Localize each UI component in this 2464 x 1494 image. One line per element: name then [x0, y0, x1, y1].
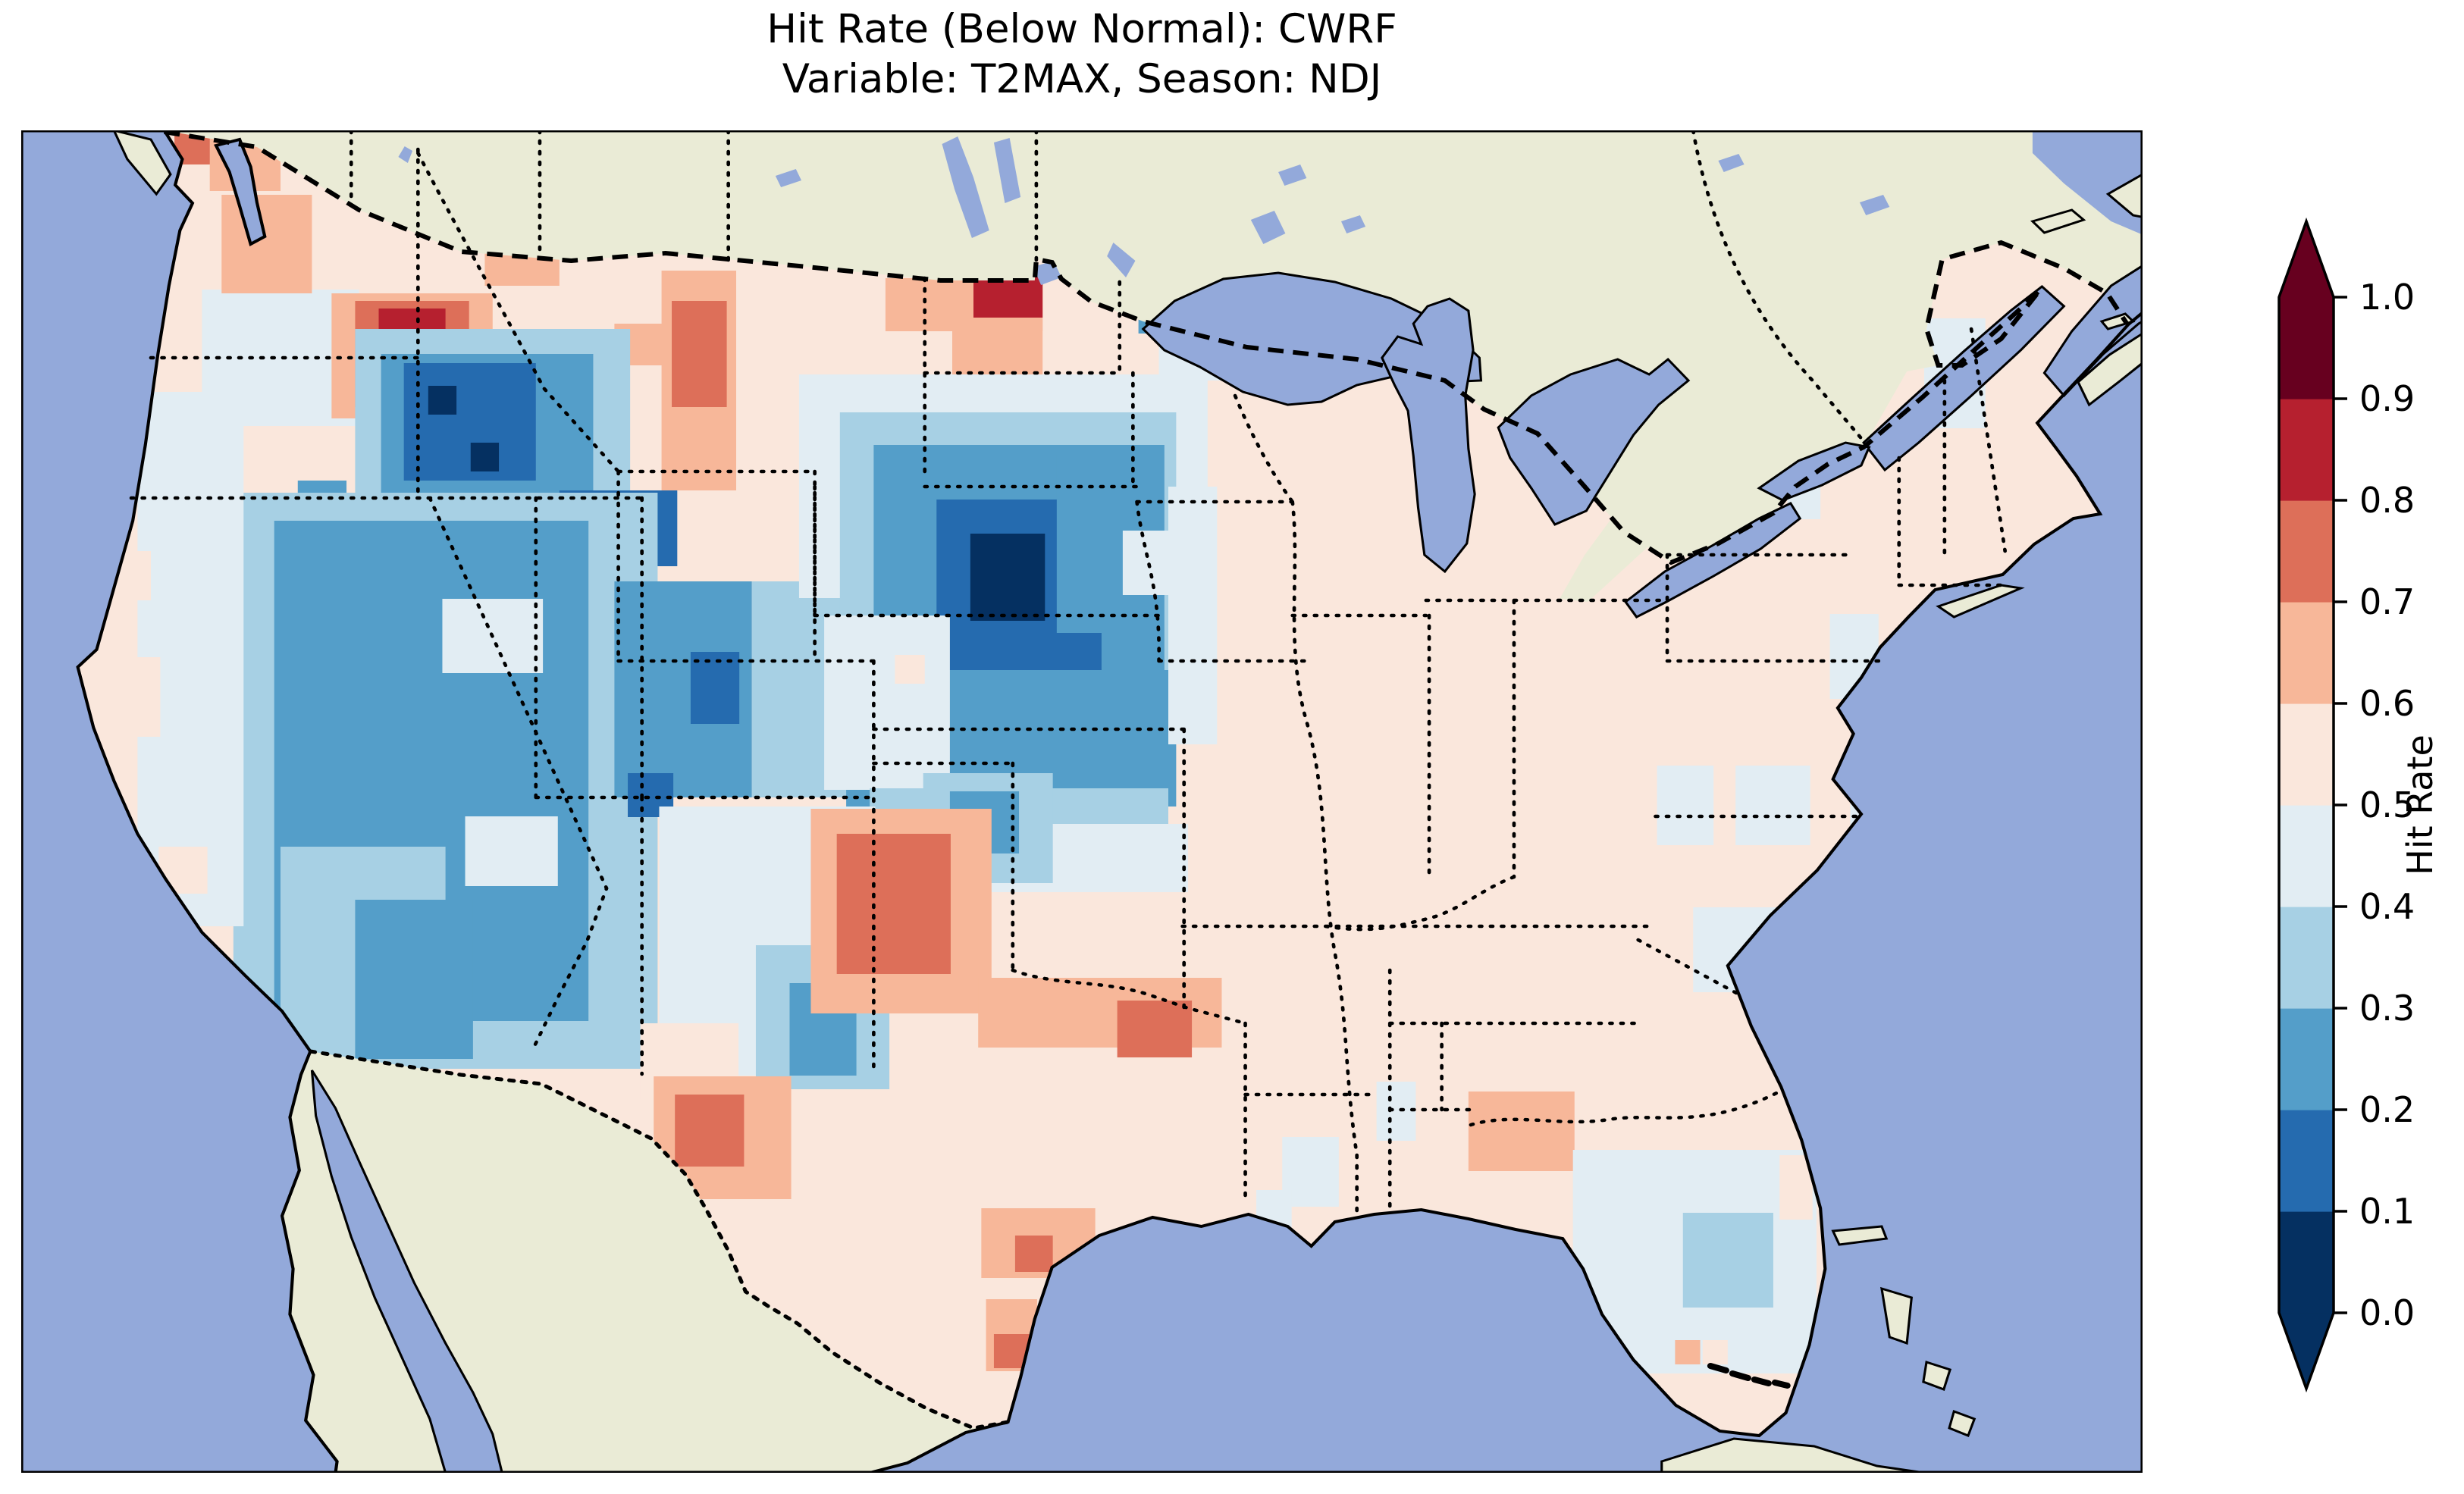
chart-title: Hit Rate (Below Normal): CWRF Variable: … [21, 5, 2143, 105]
hit-rate-patch-79 [1735, 766, 1810, 845]
colorbar-tick-label-0.9: 0.9 [2359, 378, 2415, 419]
colorbar-axis-label: Hit Rate [2400, 734, 2440, 875]
gulf-of-st-lawrence [2032, 130, 2143, 235]
map-axes [21, 130, 2143, 1473]
hit-rate-patch-73 [1779, 1155, 1813, 1220]
colorbar-canvas: 0.0 0.1 0.2 0.3 0.4 0.5 0.6 0.7 0.8 0.9 1.0 Hit Rat… [2277, 217, 2440, 1393]
coastline-gulf-atlantic [869, 310, 2143, 1473]
hit-rate-patch-67 [1468, 1092, 1575, 1171]
hit-rate-patch-60 [1117, 1001, 1193, 1057]
andros-island [1880, 1286, 1914, 1345]
colorbar-bin-2 [2279, 1008, 2334, 1110]
hit-rate-patch-3 [221, 195, 312, 293]
hit-rate-patch-43 [824, 615, 950, 790]
hit-rate-patch-35 [355, 900, 473, 1059]
colorbar-tick-label-0.4: 0.4 [2359, 886, 2415, 927]
colorbar-tick-label-0.8: 0.8 [2359, 480, 2415, 521]
colorbar-bin-9 [2279, 297, 2334, 399]
hit-rate-patch-18 [470, 443, 500, 471]
colorbar-under-arrow [2279, 1313, 2334, 1389]
colorbar-tick-label-0.6: 0.6 [2359, 683, 2415, 724]
hit-rate-patch-27 [690, 652, 740, 724]
hit-rate-patch-75 [1702, 1340, 1728, 1364]
hit-rate-patch-50 [1122, 531, 1168, 595]
colorbar-bin-7 [2279, 500, 2334, 603]
bahamas-cay [1922, 1361, 1952, 1391]
lake-michigan [1381, 297, 1476, 574]
hit-rate-patch-62 [675, 1095, 745, 1167]
colorbar-bin-3 [2279, 907, 2334, 1009]
lake-huron [1497, 357, 1691, 526]
coastline-pacific [76, 130, 339, 1473]
hit-rate-patch-57 [836, 834, 951, 974]
cuba [1660, 1437, 1925, 1473]
florida-keys [1707, 1363, 1791, 1389]
colorbar-tick-label-0.2: 0.2 [2359, 1089, 2415, 1130]
colorbar-bin-6 [2279, 602, 2334, 704]
puget-sound [214, 137, 267, 246]
colorbar-tick-label-0.5: 0.5 [2359, 785, 2415, 825]
colorbar-tick-label-0.0: 0.0 [2359, 1292, 2415, 1333]
colorbar-tick-label-0.3: 0.3 [2359, 988, 2415, 1029]
hit-rate-patch-76 [1729, 1340, 1756, 1364]
canada-lakes [398, 136, 1890, 285]
newfoundland [2105, 173, 2143, 218]
anticosti-island [2030, 208, 2086, 234]
hit-rate-patch-32 [111, 657, 161, 737]
islands [112, 130, 2143, 1473]
hit-rate-patch-10 [672, 301, 727, 407]
hit-rate-patch-68 [1376, 1082, 1416, 1141]
hit-rate-patch-44 [895, 655, 925, 684]
hit-rate-patch-74 [1675, 1340, 1701, 1364]
colorbar-bin-8 [2279, 399, 2334, 501]
bay-of-fundy [2042, 264, 2143, 398]
chart-title-line2: Variable: T2MAX, Season: NDJ [782, 56, 1382, 102]
hit-rate-patch-17 [428, 386, 457, 415]
hit-rate-patch-40 [970, 534, 1045, 621]
ontario-peninsula [1560, 488, 1678, 602]
border-us-canada [164, 130, 2129, 565]
colorbar-over-arrow [2279, 221, 2334, 297]
hit-rate-patch-72 [1682, 1213, 1773, 1308]
hit-rate-patch-49 [1168, 487, 1218, 744]
hit-rate-patch-16 [403, 363, 536, 481]
colorbar-tick-label-0.1: 0.1 [2359, 1191, 2415, 1232]
grand-bahama [1831, 1225, 1889, 1246]
st-lawrence-river [1862, 285, 2066, 472]
long-island [1936, 584, 2025, 619]
colorbar-tick-label-1.0: 1.0 [2359, 277, 2415, 318]
hit-rate-patch-78 [1657, 766, 1714, 845]
bahamas-cay-2 [1948, 1410, 1977, 1437]
chart-title-line1: Hit Rate (Below Normal): CWRF [766, 6, 1397, 52]
colorbar-bin-0 [2279, 1211, 2334, 1314]
colorbar-bin-4 [2279, 805, 2334, 907]
map-canvas [21, 130, 2143, 1473]
hit-rate-patch-25 [465, 816, 558, 886]
border-us-mexico [308, 1049, 1011, 1430]
colorbar-tick-label-0.7: 0.7 [2359, 581, 2415, 622]
colorbar-bin-1 [2279, 1110, 2334, 1212]
gulf-of-california [310, 1070, 503, 1473]
nova-scotia [2077, 332, 2143, 407]
colorbar-bin-5 [2279, 703, 2334, 806]
state-borders [129, 130, 2007, 1217]
colorbar: 0.0 0.1 0.2 0.3 0.4 0.5 0.6 0.7 0.8 0.9 1.0 Hit Rat… [2229, 182, 2464, 1455]
vancouver-island [112, 130, 172, 196]
hit-rate-patch-64 [1014, 1236, 1053, 1272]
